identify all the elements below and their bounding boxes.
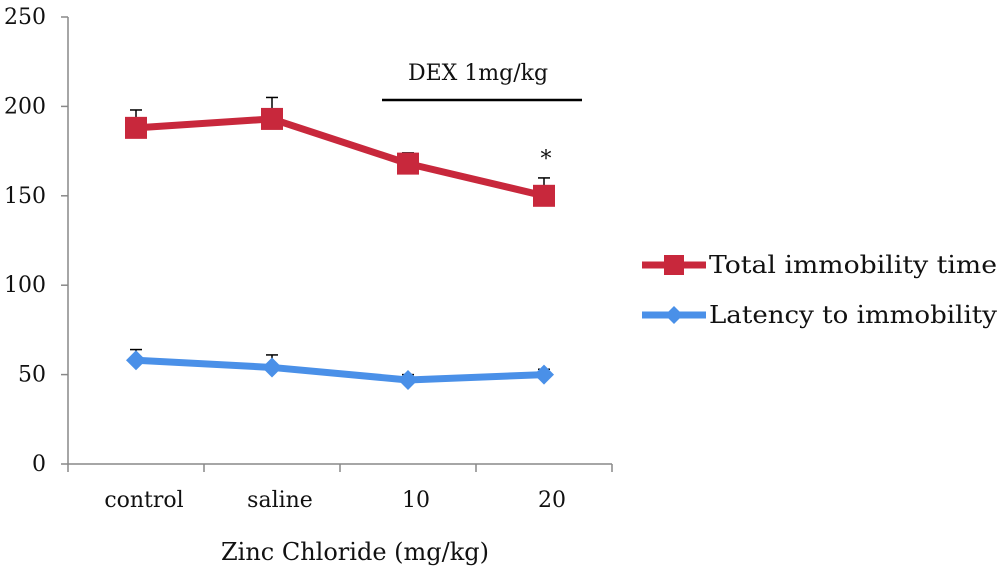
y-tick-label: 150: [4, 184, 46, 209]
legend-label: Total immobility time: [709, 251, 997, 279]
legend-item: Total immobility time: [642, 251, 997, 279]
legend-swatch-square: [664, 255, 684, 275]
series-total-immobility-time: [125, 96, 555, 207]
data-point-diamond: [126, 350, 146, 371]
y-axis-ticks: 0 50 100 150 200 250: [4, 5, 68, 477]
x-tick-label: 20: [538, 488, 566, 513]
data-point-square: [261, 107, 283, 130]
x-tick-label: saline: [247, 488, 313, 513]
data-point-diamond: [534, 364, 554, 385]
x-axis-title: Zinc Chloride (mg/kg): [221, 538, 489, 566]
y-tick-label: 0: [32, 452, 46, 477]
series-latency-to-immobility: [126, 348, 554, 390]
x-axis-ticks: control saline 10 20: [67, 464, 613, 513]
series-line: [135, 115, 545, 200]
y-tick-label: 50: [18, 363, 46, 388]
data-point-square: [125, 116, 147, 139]
significance-star: *: [541, 147, 552, 172]
x-tick-label: 10: [402, 488, 430, 513]
y-tick-label: 100: [4, 273, 46, 298]
legend: Total immobility time Latency to immobili…: [642, 251, 997, 329]
data-point-square: [533, 184, 555, 207]
series-line: [135, 356, 545, 384]
series-layer: [125, 96, 555, 390]
legend-swatch-diamond: [665, 306, 683, 324]
data-point-diamond: [398, 369, 418, 390]
y-tick-label: 200: [4, 94, 46, 119]
y-tick-label: 250: [4, 5, 46, 30]
data-point-diamond: [262, 357, 282, 378]
dex-annotation-label: DEX 1mg/kg: [408, 61, 548, 86]
legend-item: Latency to immobility: [642, 301, 997, 329]
data-point-square: [397, 152, 419, 175]
legend-label: Latency to immobility: [709, 301, 997, 329]
x-tick-label: control: [104, 488, 183, 513]
